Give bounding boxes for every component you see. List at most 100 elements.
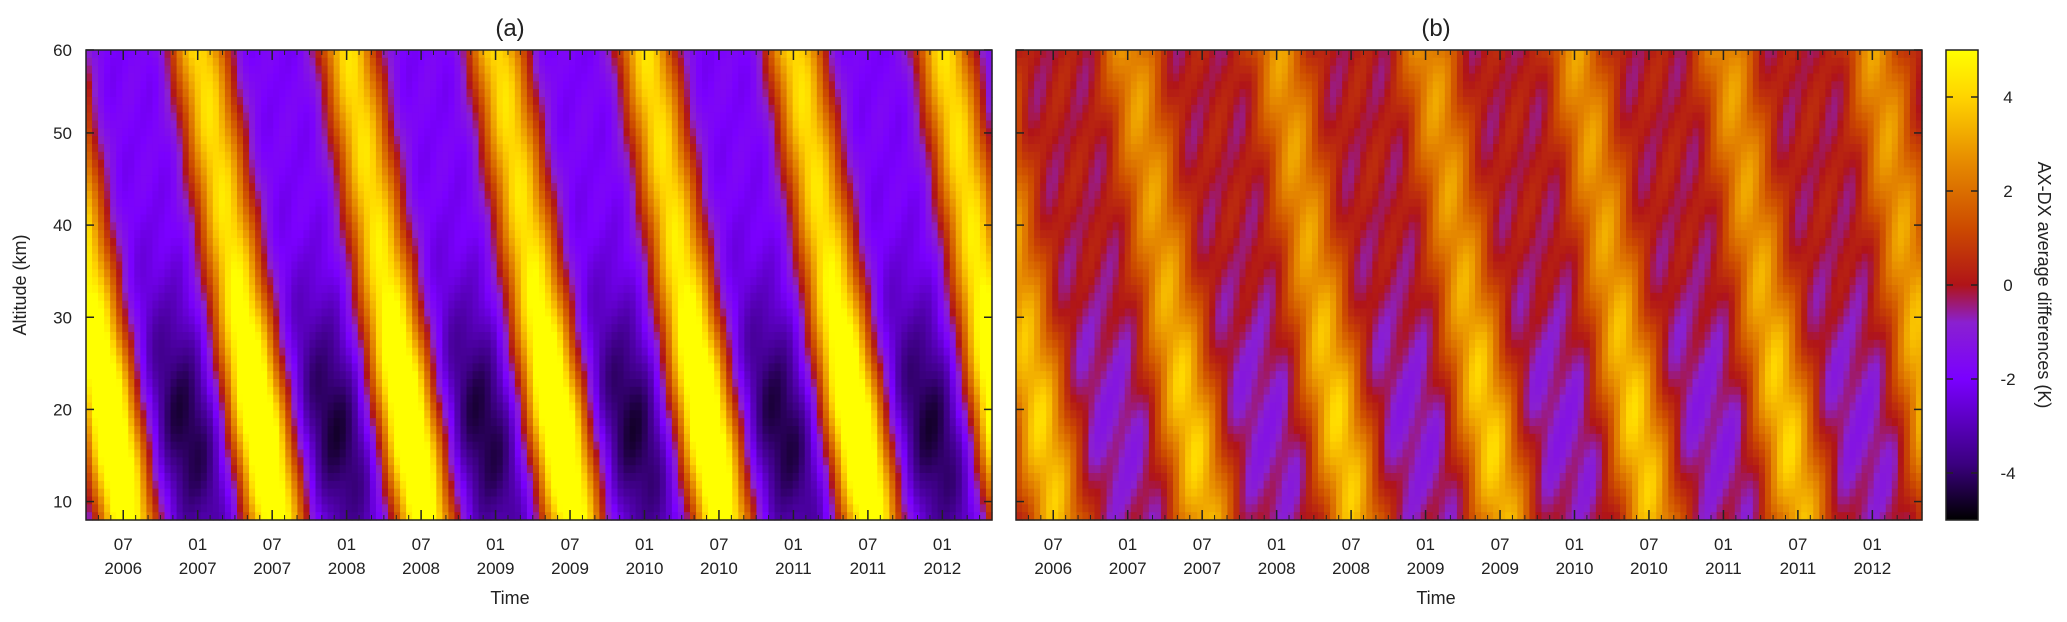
heatmap-cell [394, 347, 401, 357]
heatmap-cell [92, 136, 99, 145]
heatmap-cell [134, 386, 141, 396]
heatmap-cell [581, 57, 588, 67]
heatmap-cell [146, 316, 154, 325]
heatmap-cell [581, 269, 588, 278]
heatmap-cell [297, 324, 305, 333]
heatmap-cell [333, 355, 341, 364]
heatmap-cell [206, 269, 214, 278]
heatmap-cell [98, 261, 105, 270]
heatmap-cell [170, 355, 178, 364]
heatmap-cell [273, 136, 280, 145]
heatmap-cell [104, 433, 111, 443]
heatmap-cell [532, 214, 540, 223]
heatmap-cell [164, 504, 172, 513]
heatmap-cell [297, 183, 305, 192]
heatmap-cell [255, 104, 262, 114]
heatmap-cell [460, 57, 468, 67]
heatmap-cell [104, 222, 111, 231]
heatmap-cell [466, 347, 474, 357]
heatmap-cell [134, 97, 141, 106]
heatmap-cell [98, 300, 105, 310]
heatmap-cell [351, 50, 359, 59]
heatmap-cell [381, 300, 389, 310]
heatmap-cell [273, 339, 280, 349]
heatmap-cell [303, 347, 311, 357]
heatmap-cell [200, 402, 208, 411]
heatmap-cell [134, 308, 141, 317]
heatmap-cell [478, 89, 486, 98]
heatmap-cell [291, 245, 298, 255]
heatmap-cell [436, 402, 443, 411]
heatmap-cell [587, 151, 594, 161]
heatmap-cell [430, 473, 437, 482]
heatmap-cell [406, 332, 413, 341]
heatmap-cell [496, 433, 504, 443]
heatmap-cell [472, 347, 480, 357]
heatmap-cell [327, 441, 335, 451]
heatmap-cell [243, 324, 250, 333]
heatmap-cell [158, 300, 166, 310]
heatmap-cell [575, 300, 582, 310]
heatmap-cell [466, 480, 474, 490]
heatmap-cell [442, 73, 449, 82]
heatmap-cell [309, 159, 317, 169]
heatmap-cell [520, 183, 528, 192]
heatmap-cell [406, 410, 413, 419]
heatmap-cell [569, 65, 576, 75]
heatmap-cell [351, 433, 359, 443]
heatmap-cell [321, 504, 329, 513]
heatmap-cell [86, 457, 93, 466]
heatmap-cell [297, 285, 305, 294]
heatmap-cell [466, 65, 474, 75]
heatmap-cell [406, 339, 413, 349]
heatmap-cell [400, 81, 407, 90]
heatmap-cell [122, 363, 129, 372]
heatmap-cell [369, 151, 377, 161]
heatmap-cell [261, 214, 268, 223]
heatmap-cell [315, 214, 323, 223]
heatmap-cell [206, 300, 214, 310]
heatmap-cell [182, 230, 190, 239]
heatmap-cell [237, 496, 244, 505]
heatmap-cell [539, 144, 546, 153]
heatmap-cell [551, 480, 558, 490]
heatmap-cell [188, 151, 196, 161]
heatmap-cell [532, 418, 540, 427]
heatmap-cell [363, 151, 371, 161]
heatmap-cell [291, 433, 298, 443]
heatmap-cell [448, 473, 456, 482]
heatmap-cell [526, 480, 534, 490]
heatmap-cell [116, 269, 123, 278]
heatmap-cell [164, 418, 172, 427]
heatmap-cell [140, 480, 147, 490]
heatmap-cell [581, 230, 588, 239]
heatmap-cell [333, 379, 341, 388]
heatmap-cell [490, 426, 498, 435]
heatmap-cell [116, 65, 123, 75]
heatmap-cell [212, 97, 220, 106]
heatmap-cell [430, 292, 437, 302]
heatmap-cell [430, 394, 437, 404]
heatmap-cell [255, 112, 262, 122]
heatmap-cell [333, 457, 341, 466]
heatmap-cell [532, 363, 540, 372]
heatmap-cell [557, 89, 564, 98]
heatmap-cell [321, 253, 329, 263]
heatmap-cell [291, 50, 298, 59]
heatmap-cell [514, 73, 522, 82]
heatmap-cell [152, 120, 160, 129]
heatmap-cell [315, 512, 323, 521]
heatmap-cell [418, 73, 425, 82]
heatmap-cell [394, 363, 401, 372]
heatmap-cell [381, 449, 389, 458]
heatmap-cell [436, 104, 443, 114]
heatmap-cell [472, 386, 480, 396]
heatmap-cell [224, 206, 232, 216]
heatmap-cell [249, 136, 256, 145]
heatmap-cell [327, 379, 335, 388]
heatmap-cell [394, 300, 401, 310]
heatmap-cell [273, 449, 280, 458]
heatmap-cell [581, 167, 588, 176]
heatmap-cell [230, 371, 238, 380]
heatmap-cell [490, 402, 498, 411]
